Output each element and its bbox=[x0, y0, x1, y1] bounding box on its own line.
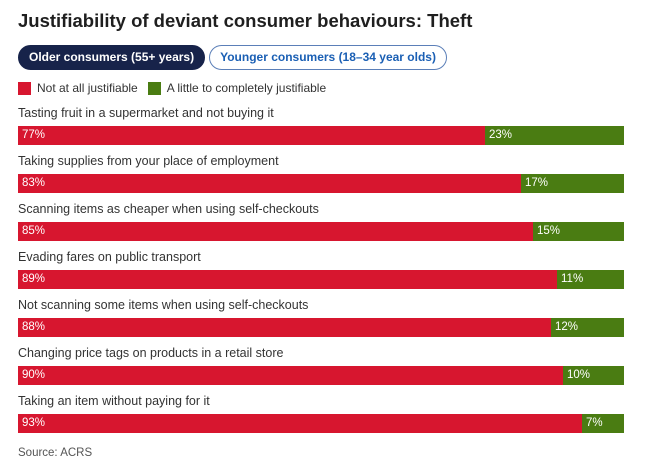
data-label: 93% bbox=[22, 417, 46, 429]
legend-label: Not at all justifiable bbox=[37, 81, 138, 95]
tab-younger-consumers[interactable]: Younger consumers (18–34 year olds) bbox=[209, 45, 447, 70]
data-label: 85% bbox=[22, 225, 46, 237]
chart-row: Tasting fruit in a supermarket and not b… bbox=[18, 106, 624, 154]
data-label: 23% bbox=[489, 129, 513, 141]
stacked-bar: 85% 15% bbox=[18, 222, 624, 241]
data-label: 77% bbox=[22, 129, 46, 141]
data-label: 15% bbox=[537, 225, 561, 237]
bar-segment-justifiable: 11% bbox=[557, 270, 624, 289]
category-label: Not scanning some items when using self-… bbox=[18, 298, 309, 312]
bar-segment-justifiable: 10% bbox=[563, 366, 624, 385]
chart-row: Not scanning some items when using self-… bbox=[18, 298, 624, 346]
bar-segment-justifiable: 17% bbox=[521, 174, 624, 193]
stacked-bar: 90% 10% bbox=[18, 366, 624, 385]
category-label: Tasting fruit in a supermarket and not b… bbox=[18, 106, 274, 120]
category-label: Taking an item without paying for it bbox=[18, 394, 210, 408]
source-note: Source: ACRS bbox=[18, 447, 93, 459]
bar-segment-justifiable: 23% bbox=[485, 126, 624, 145]
bar-segment-justifiable: 15% bbox=[533, 222, 624, 241]
legend-item-not-justifiable: Not at all justifiable bbox=[18, 81, 138, 95]
data-label: 83% bbox=[22, 177, 46, 189]
bar-segment-not-justifiable: 88% bbox=[18, 318, 551, 337]
audience-tabs: Older consumers (55+ years) Younger cons… bbox=[18, 45, 447, 70]
bar-segment-not-justifiable: 83% bbox=[18, 174, 521, 193]
category-label: Evading fares on public transport bbox=[18, 250, 201, 264]
bar-segment-not-justifiable: 89% bbox=[18, 270, 557, 289]
chart-row: Scanning items as cheaper when using sel… bbox=[18, 202, 624, 250]
bar-segment-not-justifiable: 85% bbox=[18, 222, 533, 241]
tab-older-consumers[interactable]: Older consumers (55+ years) bbox=[18, 45, 206, 70]
category-label: Taking supplies from your place of emplo… bbox=[18, 154, 279, 168]
chart-row: Changing price tags on products in a ret… bbox=[18, 346, 624, 394]
bar-segment-justifiable: 12% bbox=[551, 318, 624, 337]
bar-segment-not-justifiable: 93% bbox=[18, 414, 582, 433]
category-label: Scanning items as cheaper when using sel… bbox=[18, 202, 319, 216]
legend: Not at all justifiable A little to compl… bbox=[18, 81, 336, 95]
chart-title: Justifiability of deviant consumer behav… bbox=[18, 10, 473, 31]
chart-row: Taking an item without paying for it 93% 7… bbox=[18, 394, 624, 442]
legend-label: A little to completely justifiable bbox=[166, 81, 327, 95]
stacked-bar: 88% 12% bbox=[18, 318, 624, 337]
stacked-bar: 89% 11% bbox=[18, 270, 624, 289]
data-label: 90% bbox=[22, 369, 46, 381]
data-label: 10% bbox=[567, 369, 591, 381]
data-label: 89% bbox=[22, 273, 46, 285]
data-label: 88% bbox=[22, 321, 46, 333]
data-label: 12% bbox=[555, 321, 579, 333]
legend-item-justifiable: A little to completely justifiable bbox=[147, 81, 327, 95]
category-label: Changing price tags on products in a ret… bbox=[18, 346, 284, 360]
bar-segment-not-justifiable: 90% bbox=[18, 366, 563, 385]
bar-segment-justifiable: 7% bbox=[582, 414, 624, 433]
stacked-bar: 93% 7% bbox=[18, 414, 624, 433]
bar-segment-not-justifiable: 77% bbox=[18, 126, 485, 145]
data-label: 17% bbox=[525, 177, 549, 189]
data-label: 7% bbox=[586, 417, 603, 429]
stacked-bar: 77% 23% bbox=[18, 126, 624, 145]
chart-row: Taking supplies from your place of emplo… bbox=[18, 154, 624, 202]
legend-swatch bbox=[18, 81, 31, 95]
stacked-bar: 83% 17% bbox=[18, 174, 624, 193]
chart-row: Evading fares on public transport 89% 11% bbox=[18, 250, 624, 298]
legend-swatch bbox=[147, 81, 161, 95]
data-label: 11% bbox=[561, 273, 584, 285]
stacked-bar-chart: Tasting fruit in a supermarket and not b… bbox=[18, 106, 624, 442]
